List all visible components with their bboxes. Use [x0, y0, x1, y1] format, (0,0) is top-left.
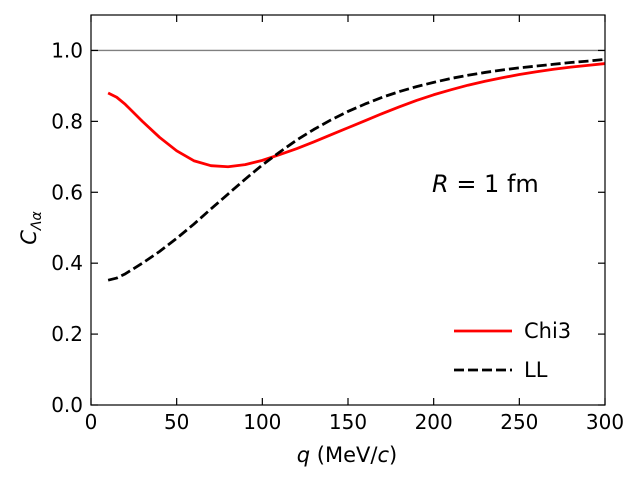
- annotation-var: R: [432, 170, 449, 198]
- x-tick-label: 50: [164, 410, 189, 434]
- x-tick-label: 250: [500, 410, 538, 434]
- y-tick-label: 0.2: [51, 322, 83, 346]
- series-layer: [107, 57, 606, 282]
- y-axis-sub: Λα: [29, 210, 45, 231]
- x-tick-label: 0: [85, 410, 98, 434]
- x-tick-label: 150: [329, 410, 367, 434]
- x-axis-title: q (MeV/c): [297, 443, 397, 467]
- annotation-text: = 1 fm: [449, 170, 539, 198]
- y-tick-label: 0.8: [51, 109, 83, 133]
- x-tick-label: 200: [415, 410, 453, 434]
- y-axis-title: CΛα: [17, 210, 45, 244]
- y-tick-label: 0.6: [51, 180, 83, 204]
- x-axis-unit-pre: (MeV/: [310, 443, 378, 467]
- tick-layer: 0 50 100 150 200 250 300 0.0 0.2 0.4 0.6 0.8 1.0: [51, 15, 624, 434]
- legend-label-chi3: Chi3: [524, 319, 571, 343]
- series-line-ll: [107, 57, 606, 282]
- y-axis-main: C: [17, 230, 41, 245]
- x-axis-unit-var: c: [377, 443, 389, 467]
- x-tick-label: 100: [243, 410, 281, 434]
- y-tick-label: 1.0: [51, 38, 83, 62]
- y-tick-label: 0.4: [51, 251, 83, 275]
- radius-annotation: R = 1 fm: [432, 170, 539, 198]
- legend: Chi3 LL: [454, 319, 571, 382]
- x-axis-var: q: [297, 443, 310, 467]
- y-tick-label: 0.0: [51, 393, 83, 417]
- legend-label-ll: LL: [524, 358, 548, 382]
- x-tick-label: 300: [586, 410, 624, 434]
- series-line-chi3: [107, 62, 606, 169]
- x-axis-unit-post: ): [389, 443, 397, 467]
